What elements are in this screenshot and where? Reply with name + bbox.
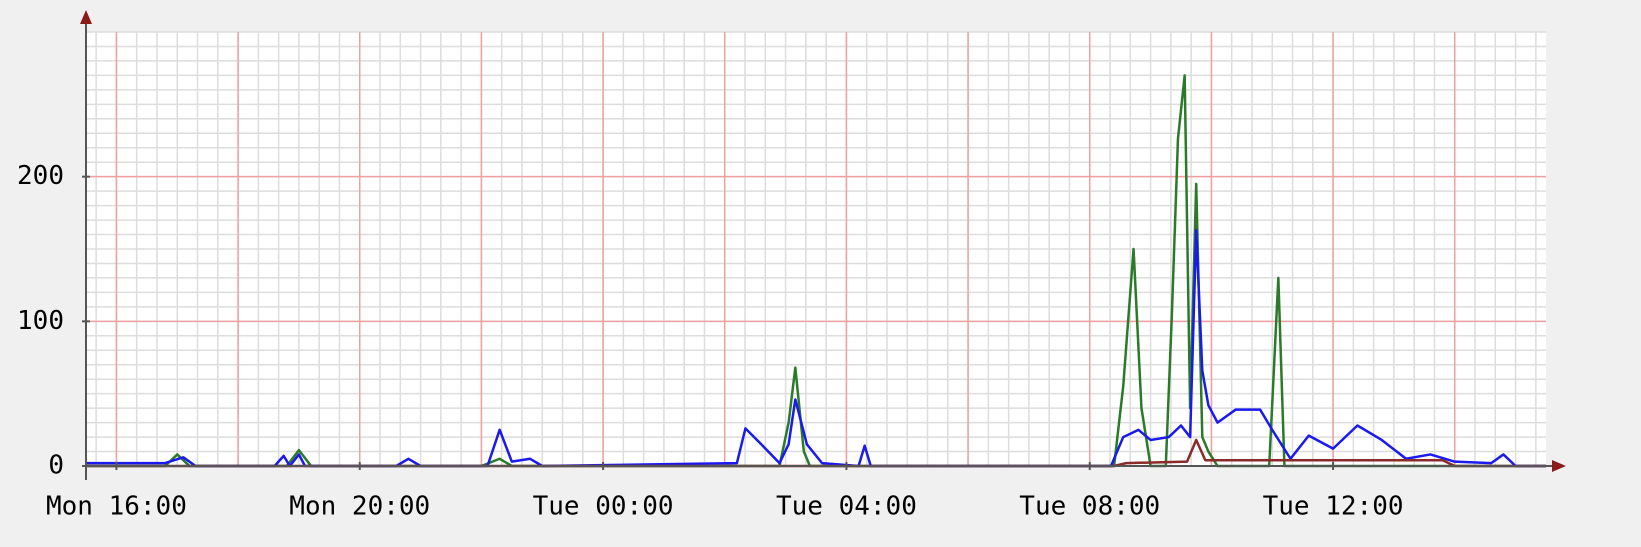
series-line: [86, 74, 1546, 468]
y-tick-label: 200: [17, 161, 64, 191]
y-tick-label: 0: [48, 451, 64, 481]
x-tick-label: Mon 16:00: [46, 492, 187, 522]
y-axis-arrow: [80, 10, 92, 24]
x-axis-arrow: [1552, 460, 1566, 472]
x-tick-label: Tue 12:00: [1263, 492, 1404, 522]
x-tick-label: Tue 00:00: [533, 492, 674, 522]
x-tick-label: Tue 04:00: [776, 492, 917, 522]
x-tick-label: Mon 20:00: [289, 492, 430, 522]
y-tick-label: 100: [17, 306, 64, 336]
x-tick-label: Tue 08:00: [1019, 492, 1160, 522]
series-line: [86, 438, 1546, 468]
